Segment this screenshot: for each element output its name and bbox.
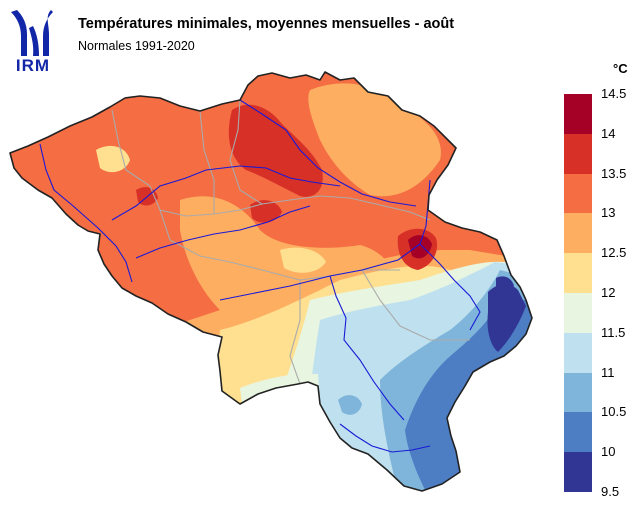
legend-tick-label: 14 (601, 125, 616, 141)
zone-12-12-5-spot-centre (280, 247, 326, 273)
legend-swatch (564, 94, 592, 134)
legend-tick-label: 10.5 (601, 404, 627, 420)
legend-swatch (564, 332, 592, 373)
legend-swatch (564, 213, 592, 254)
zone-13-5-14-centre (250, 200, 282, 223)
logo-mark-icon (11, 10, 53, 56)
legend-tick-label: 12.5 (601, 245, 627, 261)
legend-tick-label: 10 (601, 444, 616, 460)
logo-text: IRM (16, 56, 50, 72)
zone-10-5-11-pocket (338, 395, 362, 415)
legend-swatch (564, 293, 592, 333)
zone-9-5-10-corner (496, 276, 514, 291)
legend-tick-label: 11 (601, 364, 615, 380)
legend-tick-label: 12 (601, 285, 616, 300)
legend-tick-label: 14.5 (601, 86, 627, 101)
legend-tick-label: 13 (601, 205, 616, 221)
map-subtitle: Normales 1991-2020 (78, 39, 195, 53)
rivers (39, 99, 481, 453)
irm-logo: IRM (11, 10, 53, 72)
legend-tick-label: 9.5 (601, 484, 620, 499)
zone-9-5-10-east (487, 284, 526, 352)
zone-14-14-5 (408, 235, 432, 259)
map-title: Températures minimales, moyennes mensuel… (78, 16, 455, 32)
legend-swatch (564, 173, 592, 214)
legend-colorbar (564, 94, 592, 493)
legend-swatch (564, 253, 592, 294)
zone-13-5-14-north (228, 104, 323, 197)
legend-swatch (564, 412, 592, 453)
legend-tick-label: 11.5 (601, 324, 626, 340)
legend-tick-label: 13.5 (601, 165, 627, 181)
legend-swatch (564, 133, 592, 174)
country-border (9, 71, 533, 492)
legend-unit: °C (613, 61, 628, 76)
legend-swatch (564, 372, 592, 413)
legend-swatch (564, 452, 592, 493)
